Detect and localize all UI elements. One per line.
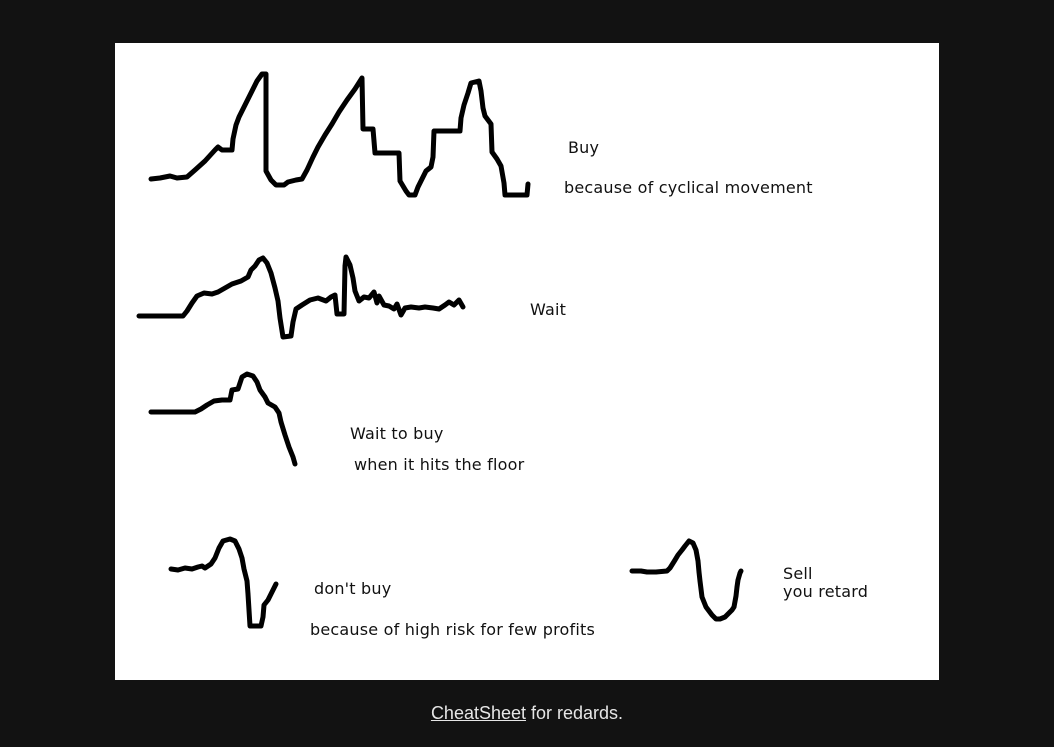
sell-label: Sell xyxy=(783,564,813,583)
sell-curve xyxy=(629,538,744,622)
dont-buy-reason-label: because of high risk for few profits xyxy=(310,620,595,639)
wait-label: Wait xyxy=(530,300,567,319)
wait-curve xyxy=(136,254,466,340)
dont-buy-label: don't buy xyxy=(314,579,392,598)
wait-to-buy-reason-label: when it hits the floor xyxy=(354,455,525,474)
buy-reason-label: because of cyclical movement xyxy=(564,178,813,197)
falling-curve xyxy=(148,371,298,467)
cheatsheet-image: Buy because of cyclical movement Wait Wa… xyxy=(115,43,939,680)
cheatsheet-link[interactable]: CheatSheet xyxy=(430,703,527,723)
high-risk-curve xyxy=(168,536,279,629)
image-caption: CheatSheet for redards. xyxy=(0,703,1054,724)
caption-text: for redards. xyxy=(526,703,624,723)
sell-reason-label: you retard xyxy=(783,582,869,601)
hand-drawn-sketches xyxy=(136,71,744,629)
buy-label: Buy xyxy=(568,138,600,157)
wait-to-buy-label: Wait to buy xyxy=(350,424,444,443)
cyclical-movement-curve xyxy=(148,71,531,198)
